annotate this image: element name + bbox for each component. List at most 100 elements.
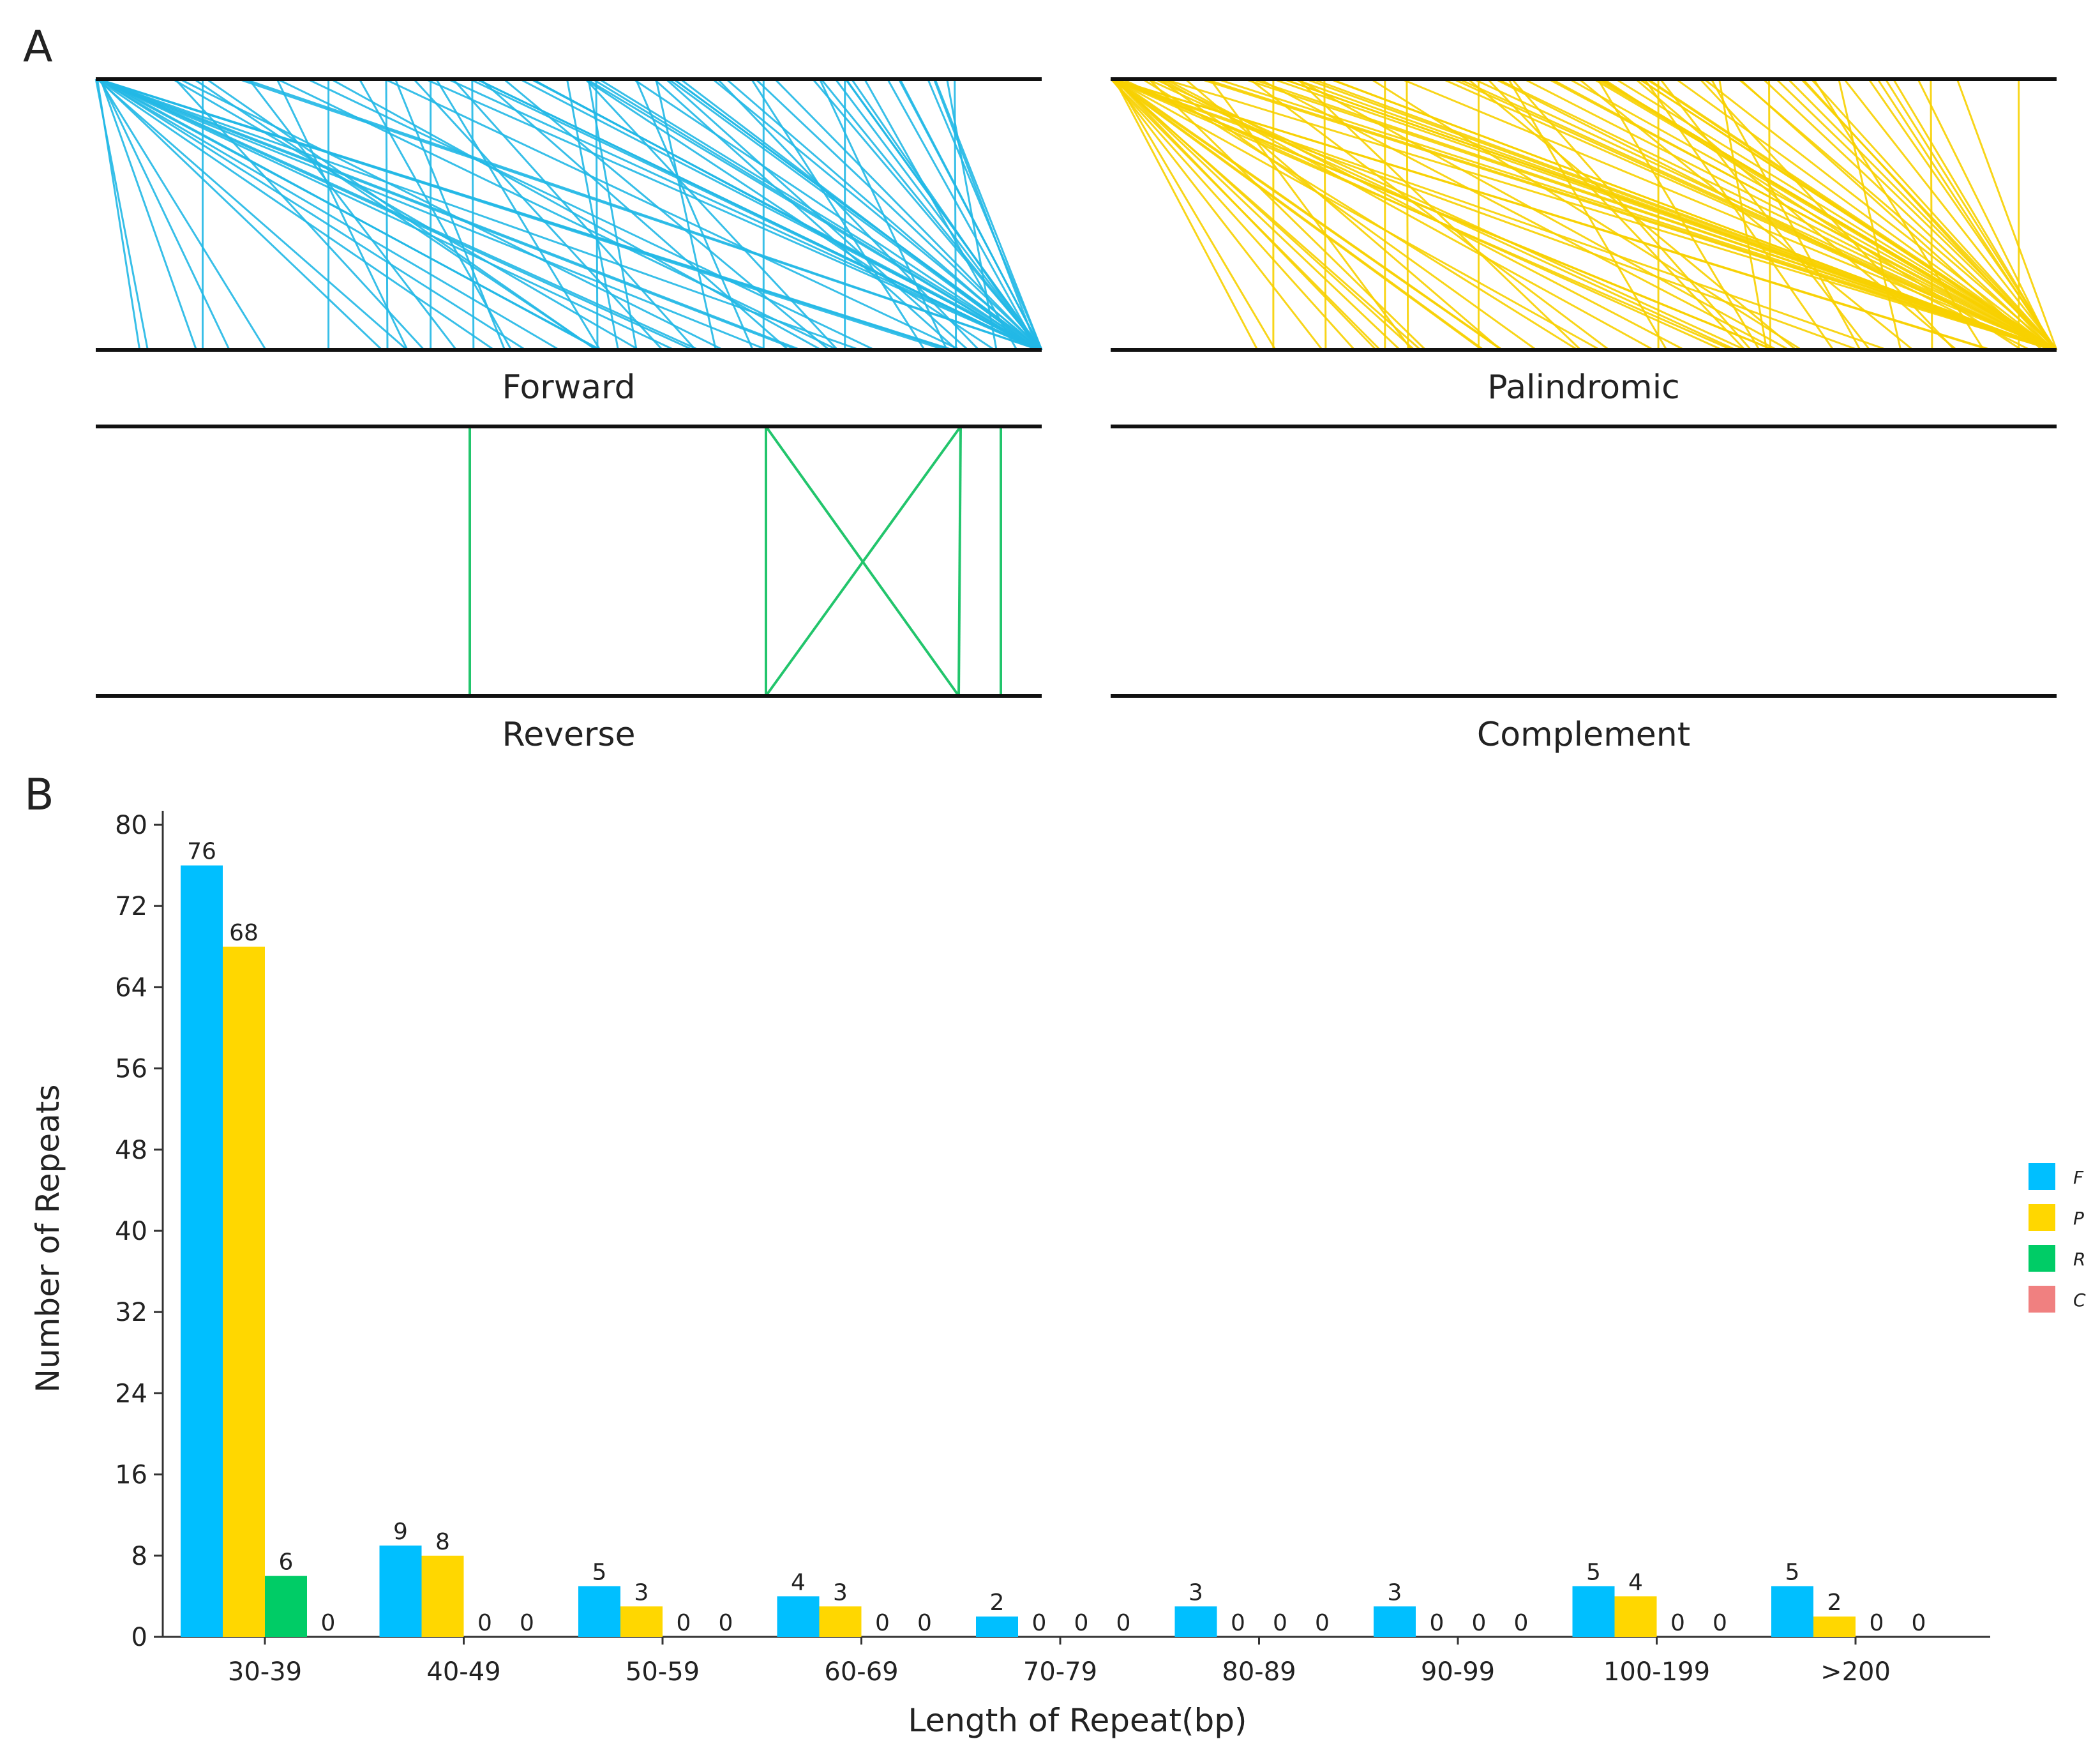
bar-P->200: [1813, 1616, 1856, 1637]
repeat-line: [96, 79, 141, 350]
bar-value-label: 0: [321, 1610, 336, 1636]
repeat-line: [100, 78, 600, 351]
repeat-line: [1273, 78, 2055, 351]
panel-a: A Forward Palindromic Reverse: [23, 22, 2058, 754]
repeat-line: [452, 78, 696, 351]
bar-value-label: 0: [1032, 1610, 1047, 1636]
bar-P-30-39: [223, 946, 265, 1637]
repeat-line: [385, 79, 389, 350]
bar-value-label: 0: [1870, 1610, 1884, 1636]
bar-value-label: 0: [917, 1610, 932, 1636]
bar-value-label: 5: [1785, 1560, 1800, 1586]
legend-label-C: C: [2073, 1290, 2086, 1311]
repeat-line: [1249, 78, 1610, 351]
bar-F-30-39: [181, 865, 223, 1637]
repeat-line: [1813, 79, 1985, 350]
repeat-line: [1810, 78, 2058, 351]
bar-F-90-99: [1374, 1606, 1416, 1637]
bar-value-label: 2: [1827, 1590, 1842, 1616]
repeat-line: [1768, 79, 1771, 350]
palindromic-track: Palindromic: [1110, 77, 2058, 407]
bar-value-label: 3: [634, 1579, 649, 1606]
bar-value-label: 0: [1670, 1610, 1685, 1636]
repeat-line: [668, 78, 1039, 351]
complement-track: Complement: [1111, 425, 2057, 754]
repeat-line: [1110, 78, 1356, 351]
repeat-line: [1114, 78, 1377, 351]
bar-P-100-199: [1614, 1596, 1657, 1637]
repeat-line: [954, 79, 957, 350]
repeat-line: [1112, 78, 1485, 351]
repeat-line: [307, 78, 875, 351]
bar-value-label: 4: [791, 1569, 806, 1595]
bar-value-label: 0: [1273, 1610, 1287, 1636]
repeat-line: [634, 79, 754, 350]
legend-swatch-C: [2029, 1286, 2055, 1313]
repeat-line: [566, 79, 619, 350]
repeat-line: [276, 79, 409, 350]
repeat-line: [1164, 78, 2054, 351]
repeat-line: [751, 79, 926, 350]
repeat-line: [100, 78, 700, 351]
y-axis-title: Number of Repeats: [29, 1085, 66, 1393]
repeat-line: [897, 79, 1043, 350]
bar-value-label: 76: [187, 839, 216, 865]
repeat-line: [98, 78, 527, 351]
bar-P-40-49: [421, 1555, 464, 1637]
repeat-line: [845, 79, 1043, 350]
repeat-line: [755, 78, 1043, 351]
repeat-line: [1635, 78, 1958, 351]
y-tick-label: 32: [115, 1298, 147, 1327]
repeat-line: [471, 79, 475, 350]
y-tick-label: 48: [115, 1136, 147, 1165]
repeat-line: [633, 78, 1039, 351]
repeat-line: [717, 78, 980, 351]
repeat-line: [1579, 78, 1914, 351]
bar-value-label: 0: [1315, 1610, 1330, 1636]
repeat-line: [1113, 79, 1259, 350]
repeat-line: [1787, 78, 2058, 351]
repeat-line: [99, 79, 230, 350]
repeat-line: [595, 79, 599, 350]
repeat-line: [653, 78, 957, 351]
bar-value-label: 0: [1430, 1610, 1444, 1636]
repeat-line: [1676, 78, 2053, 351]
repeat-line: [1775, 78, 2058, 351]
repeat-line: [1113, 78, 1503, 351]
bar-F-70-79: [976, 1616, 1018, 1637]
repeat-line: [1370, 78, 1803, 351]
forward-track: Forward: [94, 77, 1043, 407]
bar-F-50-59: [578, 1586, 620, 1637]
bar-value-label: 0: [677, 1610, 691, 1636]
repeat-line: [934, 79, 1043, 350]
bar-value-label: 0: [520, 1610, 534, 1636]
complement-label: Complement: [1477, 716, 1690, 754]
repeat-line: [1121, 78, 1723, 351]
repeat-line: [447, 78, 1039, 351]
palindromic-label: Palindromic: [1487, 368, 1680, 407]
repeat-line: [96, 78, 495, 351]
bar-P-60-69: [819, 1606, 862, 1637]
y-tick-label: 16: [115, 1461, 147, 1490]
panel-a-label: A: [23, 22, 53, 72]
legend-swatch-F: [2029, 1163, 2055, 1190]
repeat-line: [1508, 79, 1668, 350]
y-tick-label: 80: [115, 811, 147, 840]
repeat-line: [584, 78, 995, 351]
panel-b-label: B: [24, 770, 54, 820]
y-tick-label: 64: [115, 973, 147, 1002]
repeat-line: [1209, 79, 1413, 350]
repeat-line: [179, 78, 724, 351]
repeat-line: [1114, 78, 1415, 351]
repeat-line: [774, 78, 1042, 351]
bar-value-label: 0: [1912, 1610, 1926, 1636]
repeat-line: [1113, 78, 1990, 351]
repeat-line: [655, 79, 717, 350]
legend-label-P: P: [2073, 1208, 2084, 1229]
bar-F-100-199: [1572, 1586, 1615, 1637]
bar-series: [181, 865, 1856, 1637]
repeat-line: [469, 78, 1039, 351]
repeat-line: [1800, 78, 2058, 351]
repeat-line: [1142, 78, 1579, 351]
